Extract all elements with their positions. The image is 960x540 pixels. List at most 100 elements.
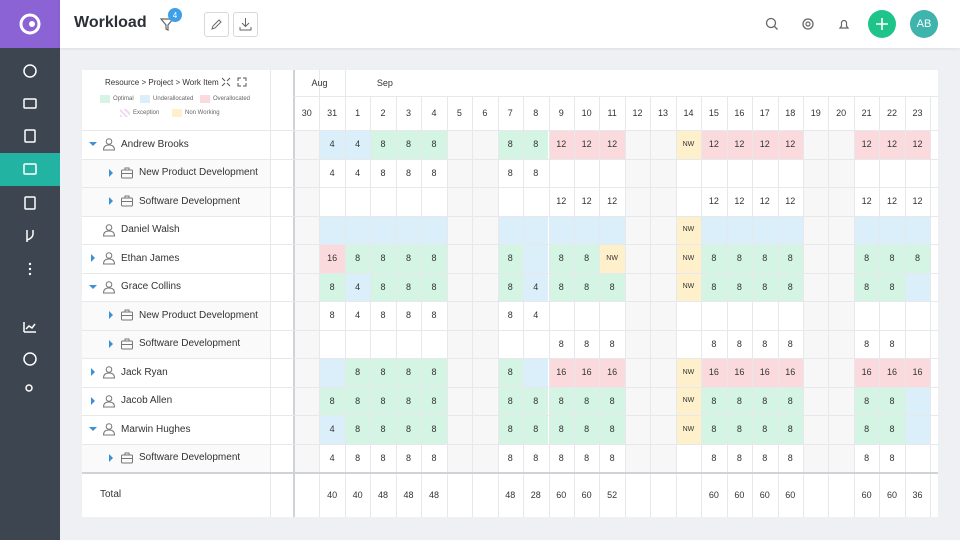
status-cell bbox=[573, 130, 600, 159]
month-label: Sep bbox=[376, 78, 393, 88]
total-cell: 28 bbox=[530, 489, 541, 500]
status-cell bbox=[319, 415, 345, 444]
total-cell: 60 bbox=[861, 489, 872, 500]
expand-caret[interactable] bbox=[86, 251, 100, 265]
docs-icon[interactable] bbox=[24, 196, 36, 210]
allocation-cell: 4 bbox=[329, 167, 335, 178]
status-cell bbox=[370, 386, 396, 415]
allocation-cell: 8 bbox=[584, 253, 590, 264]
expand-caret[interactable] bbox=[86, 365, 100, 379]
grid-line bbox=[82, 187, 938, 188]
allocation-cell: 12 bbox=[887, 196, 898, 207]
project-name[interactable]: New Product Development bbox=[139, 309, 258, 321]
status-cell bbox=[573, 415, 600, 444]
status-cell bbox=[599, 386, 625, 415]
day-label: 7 bbox=[507, 108, 513, 118]
breadcrumb: Resource > Project > Work Item bbox=[105, 77, 219, 87]
allocation-cell: 12 bbox=[734, 139, 745, 150]
allocation-cell: 12 bbox=[785, 139, 796, 150]
expand-caret[interactable] bbox=[86, 394, 100, 408]
project-name[interactable]: New Product Development bbox=[139, 167, 258, 179]
grid-line bbox=[294, 96, 938, 97]
project-name[interactable]: Software Development bbox=[139, 195, 241, 207]
status-cell bbox=[523, 272, 549, 301]
day-label: 10 bbox=[581, 108, 592, 118]
add-button[interactable] bbox=[868, 10, 896, 38]
resource-name[interactable]: Jack Ryan bbox=[121, 366, 168, 378]
legend-label: Underallocated bbox=[153, 96, 194, 102]
project-row-bg bbox=[82, 329, 270, 358]
expand-caret[interactable] bbox=[104, 166, 118, 180]
status-cell bbox=[344, 244, 371, 273]
status-cell bbox=[904, 244, 931, 273]
grid-line bbox=[82, 329, 938, 331]
allocation-cell: 8 bbox=[406, 253, 412, 264]
expand-caret[interactable] bbox=[104, 451, 118, 465]
allocation-cell: 8 bbox=[406, 452, 412, 463]
status-cell bbox=[319, 244, 345, 273]
status-cell bbox=[675, 358, 702, 387]
project-name[interactable]: Software Development bbox=[139, 452, 241, 464]
resource-name[interactable]: Daniel Walsh bbox=[121, 224, 180, 236]
allocation-cell: 8 bbox=[431, 310, 437, 321]
collapse-caret[interactable] bbox=[86, 280, 100, 294]
expand-caret[interactable] bbox=[104, 194, 118, 208]
allocation-cell: 12 bbox=[785, 196, 796, 207]
workload-icon[interactable] bbox=[23, 163, 37, 175]
status-cell bbox=[497, 130, 524, 159]
dashboard-icon[interactable] bbox=[23, 64, 37, 78]
project-icon bbox=[121, 167, 133, 178]
allocation-cell: 8 bbox=[558, 424, 564, 435]
search-icon[interactable] bbox=[760, 12, 784, 36]
day-label: 14 bbox=[683, 108, 694, 118]
status-cell bbox=[599, 415, 625, 444]
resource-name[interactable]: Andrew Brooks bbox=[121, 138, 189, 150]
edit-button[interactable] bbox=[204, 12, 229, 37]
status-cell bbox=[395, 215, 422, 244]
resource-name[interactable]: Marwin Hughes bbox=[121, 423, 191, 435]
collapse-caret[interactable] bbox=[86, 137, 100, 151]
legend-label: Optimal bbox=[113, 96, 134, 102]
allocation-cell: 4 bbox=[329, 452, 335, 463]
users-icon[interactable] bbox=[25, 384, 33, 392]
allocation-cell: 8 bbox=[431, 281, 437, 292]
fullscreen-icon[interactable] bbox=[235, 75, 249, 89]
allocation-cell: 8 bbox=[380, 139, 386, 150]
mention-icon[interactable] bbox=[796, 12, 820, 36]
status-cell bbox=[675, 215, 702, 244]
expand-caret[interactable] bbox=[104, 337, 118, 351]
allocation-cell: 8 bbox=[787, 424, 793, 435]
allocation-cell: 8 bbox=[406, 424, 412, 435]
status-cell bbox=[319, 130, 345, 159]
resource-name[interactable]: Grace Collins bbox=[121, 281, 182, 293]
avatar[interactable]: AB bbox=[910, 10, 938, 38]
projects-icon[interactable] bbox=[23, 98, 37, 109]
collapse-caret[interactable] bbox=[86, 422, 100, 436]
allocation-cell: 8 bbox=[329, 310, 335, 321]
allocation-cell: 8 bbox=[864, 281, 870, 292]
project-name[interactable]: Software Development bbox=[139, 338, 241, 350]
day-label: 16 bbox=[734, 108, 745, 118]
project-icon bbox=[121, 452, 133, 463]
grid-line bbox=[828, 96, 830, 517]
allocation-cell: 8 bbox=[711, 424, 717, 435]
collapse-icon[interactable] bbox=[219, 75, 233, 89]
time-icon[interactable] bbox=[23, 352, 37, 366]
logo[interactable] bbox=[0, 0, 60, 48]
allocation-cell: 8 bbox=[787, 338, 793, 349]
sidebar bbox=[0, 0, 60, 540]
branch-icon[interactable] bbox=[26, 230, 34, 242]
grid-line bbox=[293, 70, 295, 517]
download-button[interactable] bbox=[233, 12, 258, 37]
allocation-cell: 16 bbox=[607, 367, 618, 378]
bell-icon[interactable] bbox=[832, 12, 856, 36]
resource-name[interactable]: Jacob Allen bbox=[121, 395, 173, 407]
legend-swatch bbox=[120, 109, 130, 117]
resource-icon bbox=[102, 223, 116, 236]
grid-line bbox=[370, 96, 372, 517]
reports-icon[interactable] bbox=[23, 322, 36, 333]
allocation-cell: 8 bbox=[507, 367, 513, 378]
resource-name[interactable]: Ethan James bbox=[121, 252, 180, 264]
expand-caret[interactable] bbox=[104, 308, 118, 322]
tasks-icon[interactable] bbox=[24, 129, 36, 143]
